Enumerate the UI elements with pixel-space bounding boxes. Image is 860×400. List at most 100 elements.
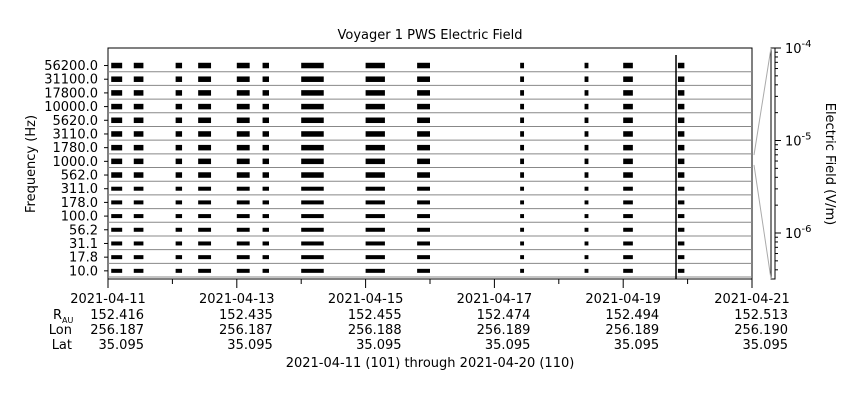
observation-block <box>198 158 212 165</box>
observation-block <box>133 172 144 178</box>
observation-block <box>301 158 324 165</box>
observation-block <box>262 131 269 137</box>
observation-block <box>198 144 212 151</box>
observation-block <box>111 117 123 124</box>
observation-block <box>133 214 144 219</box>
observation-block <box>198 186 212 191</box>
ephemeris-value: 35.095 <box>99 338 145 353</box>
observation-block <box>133 90 144 96</box>
observation-block <box>262 172 269 178</box>
observation-block <box>584 144 589 151</box>
observation-block <box>365 186 385 191</box>
observation-block <box>365 200 385 205</box>
observation-block <box>175 144 183 151</box>
observation-block <box>365 172 385 178</box>
observation-block <box>623 268 633 273</box>
chart-title: Voyager 1 PWS Electric Field <box>337 28 522 43</box>
observation-block <box>584 76 589 82</box>
observation-block <box>584 90 589 96</box>
observation-block <box>198 76 212 82</box>
observation-block <box>175 76 183 82</box>
ephemeris-value: 256.190 <box>734 323 788 338</box>
observation-block <box>198 131 212 137</box>
colorbar-tick-label: 10-5 <box>785 132 812 150</box>
colorbar-tick-label: 10-4 <box>785 39 812 57</box>
date-span-caption: 2021-04-11 (101) through 2021-04-20 (110… <box>286 356 575 371</box>
observation-block <box>301 117 324 124</box>
observation-block <box>677 76 685 82</box>
observation-block <box>133 200 144 205</box>
observation-block <box>677 268 685 273</box>
observation-block <box>133 227 144 232</box>
observation-block <box>301 268 324 273</box>
observation-block <box>111 172 123 178</box>
observation-block <box>301 241 324 246</box>
observation-block <box>111 241 123 246</box>
observation-block <box>584 268 589 273</box>
observation-block <box>584 186 589 191</box>
observation-block <box>133 268 144 273</box>
observation-block <box>365 131 385 137</box>
observation-block <box>175 131 183 137</box>
observation-block <box>198 255 212 260</box>
ephemeris-value: 35.095 <box>743 338 789 353</box>
observation-block <box>677 144 685 151</box>
ephemeris-value: 35.095 <box>356 338 402 353</box>
observation-block <box>623 172 633 178</box>
observation-block <box>111 144 123 151</box>
observation-block <box>236 158 250 165</box>
observation-block <box>623 227 633 232</box>
observation-block <box>175 186 183 191</box>
observation-block <box>198 268 212 273</box>
observation-block <box>365 76 385 82</box>
observation-block <box>175 268 183 273</box>
observation-block <box>262 62 269 69</box>
observation-block <box>623 214 633 219</box>
y-axis-label: Frequency (Hz) <box>24 115 39 213</box>
observation-block <box>677 117 685 124</box>
observation-block <box>520 241 525 246</box>
ephemeris-value: 152.494 <box>605 308 659 323</box>
y-tick-label: 17800.0 <box>44 86 98 101</box>
observation-block <box>133 62 144 69</box>
y-tick-label: 3110.0 <box>53 127 99 142</box>
observation-block <box>198 103 212 110</box>
observation-block <box>677 241 685 246</box>
observation-block <box>365 214 385 219</box>
y-tick-label: 311.0 <box>61 182 98 197</box>
y-tick-label: 56200.0 <box>44 59 98 74</box>
observation-block <box>365 158 385 165</box>
observation-block <box>262 268 269 273</box>
observation-block <box>236 186 250 191</box>
observation-block <box>111 62 123 69</box>
observation-block <box>198 62 212 69</box>
observation-block <box>417 62 430 69</box>
observation-block <box>677 131 685 137</box>
observation-block <box>133 117 144 124</box>
observation-block <box>301 172 324 178</box>
x-tick-label: 2021-04-21 <box>714 292 790 307</box>
observation-windows <box>111 55 685 279</box>
observation-block <box>417 227 430 232</box>
observation-block <box>175 227 183 232</box>
observation-block <box>236 241 250 246</box>
observation-block <box>365 227 385 232</box>
observation-block <box>417 90 430 96</box>
observation-block <box>677 186 685 191</box>
x-tick-label: 2021-04-13 <box>199 292 275 307</box>
observation-block <box>417 144 430 151</box>
observation-block <box>175 200 183 205</box>
observation-block <box>365 103 385 110</box>
observation-block <box>175 172 183 178</box>
observation-block <box>175 241 183 246</box>
observation-block <box>262 158 269 165</box>
observation-block <box>198 90 212 96</box>
observation-block <box>236 76 250 82</box>
observation-block <box>262 76 269 82</box>
observation-block <box>236 255 250 260</box>
observation-block <box>175 90 183 96</box>
y-tick-label: 5620.0 <box>53 114 99 129</box>
observation-block <box>236 90 250 96</box>
observation-block <box>175 62 183 69</box>
observation-block <box>262 241 269 246</box>
